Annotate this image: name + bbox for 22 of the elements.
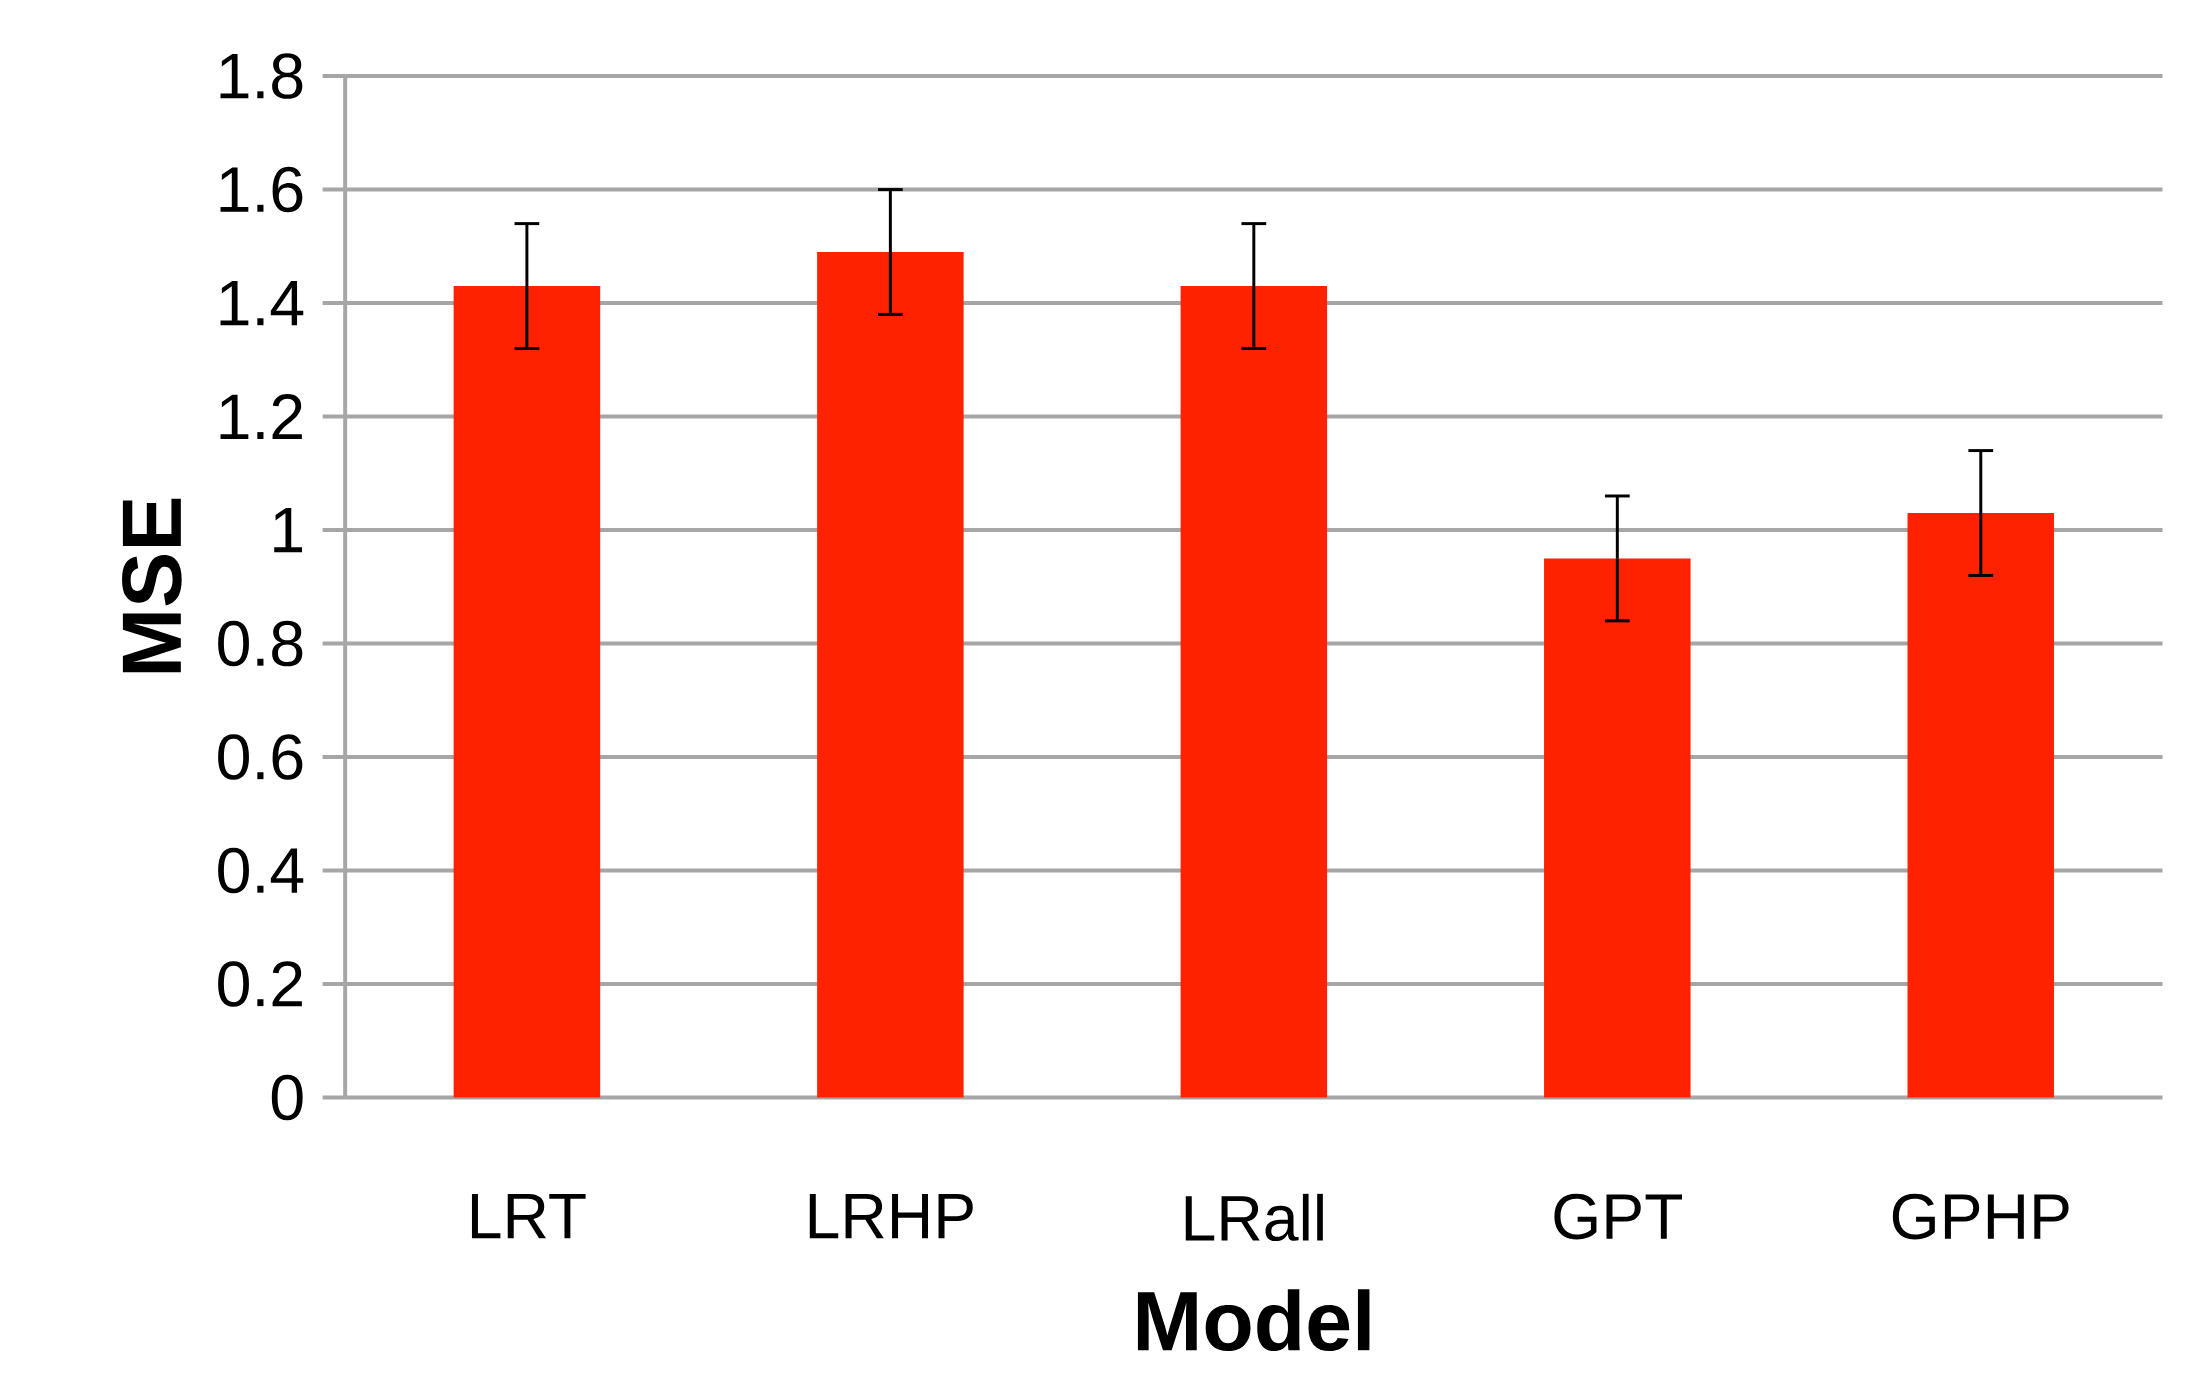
y-axis-title: MSE [122, 499, 182, 673]
bar [1907, 513, 2055, 1098]
y-tick-label: 1.4 [220, 281, 304, 326]
x-axis-title: Model [1137, 1289, 1370, 1352]
x-tick-label: LRall [1185, 1194, 1323, 1242]
y-tick-label: 0.4 [218, 847, 304, 894]
y-tick-label: 0 [271, 1074, 303, 1121]
bar [1544, 558, 1691, 1098]
bar [1180, 286, 1328, 1098]
y-tick-label: 0.8 [218, 620, 303, 667]
x-tick-label: GPT [1554, 1194, 1682, 1240]
x-tick-label: LRHP [809, 1194, 973, 1239]
y-tick-label: 0.2 [218, 961, 302, 1007]
x-tick-label: LRT [471, 1194, 586, 1239]
y-tick-label: 1.2 [220, 394, 302, 440]
x-tick-label: GPHP [1892, 1194, 2069, 1240]
bar [453, 286, 601, 1098]
bar [817, 252, 964, 1098]
y-tick-label: 0.6 [218, 734, 303, 780]
y-tick-label: 1.6 [220, 166, 303, 213]
y-tick-label: 1.8 [220, 53, 303, 100]
y-tick-label: 1 [274, 508, 303, 553]
